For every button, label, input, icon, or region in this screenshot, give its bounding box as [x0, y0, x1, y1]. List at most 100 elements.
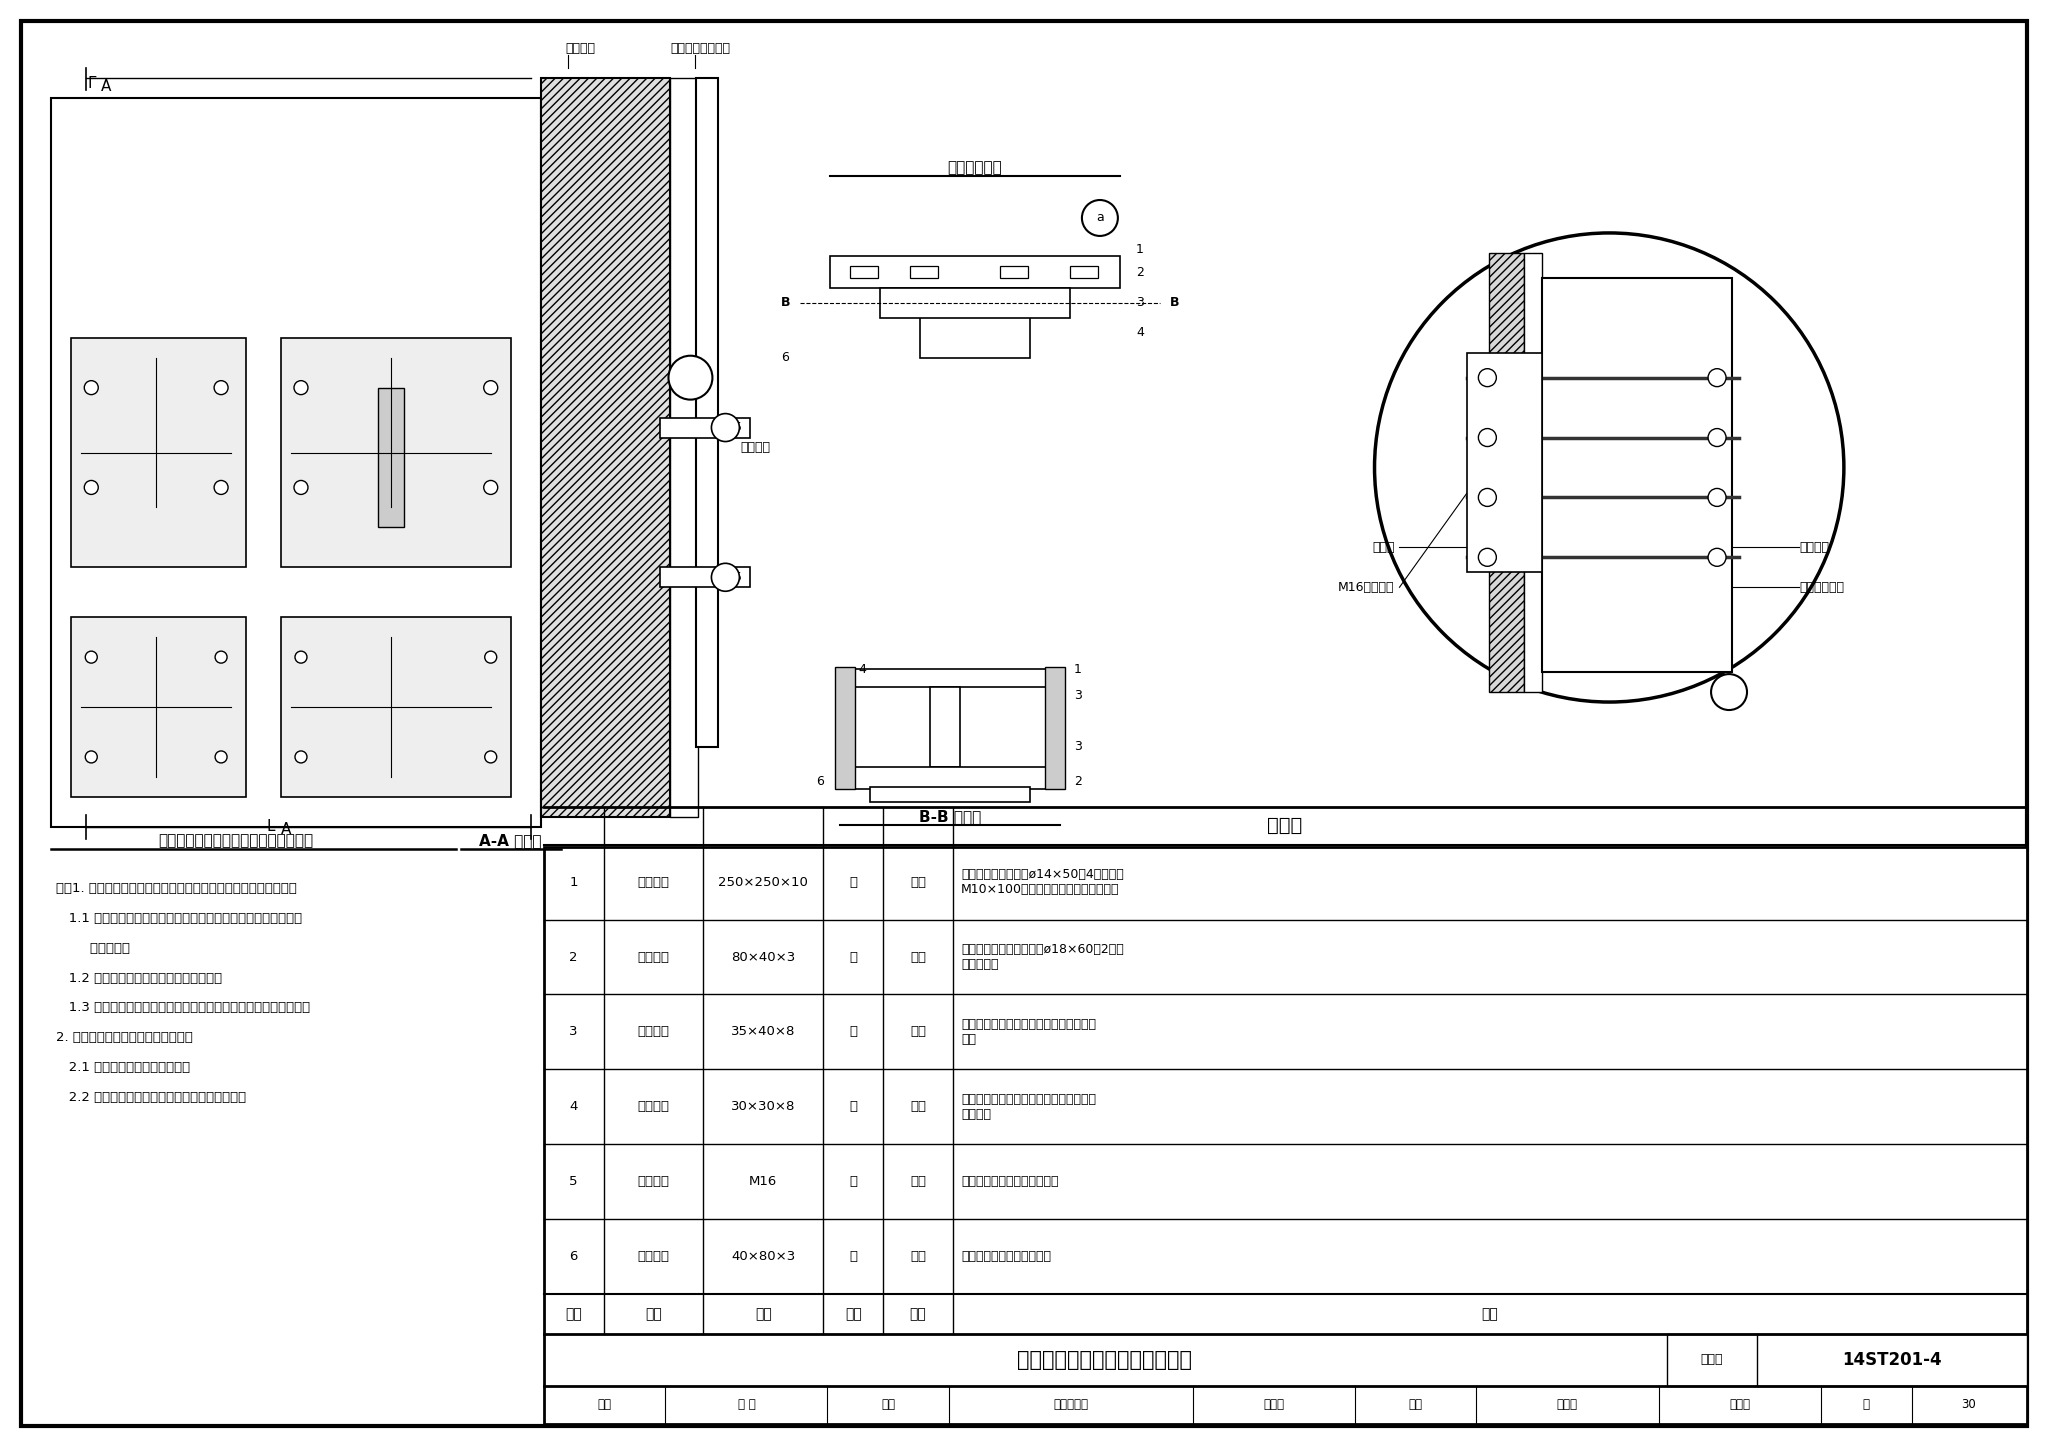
Text: 设计要求。: 设计要求。: [55, 942, 131, 955]
Text: 镀锌钢板: 镀锌钢板: [637, 1100, 670, 1113]
Text: 导向牌体: 导向牌体: [741, 441, 770, 454]
Circle shape: [668, 356, 713, 399]
Text: 名称: 名称: [645, 1307, 662, 1321]
Circle shape: [1479, 428, 1497, 447]
Circle shape: [711, 563, 739, 592]
Text: 结构墙板: 结构墙板: [565, 42, 596, 55]
Bar: [662, 418, 750, 437]
Text: 4: 4: [858, 663, 866, 676]
Text: 1.2 焊缝表面不得有裂纹、焊瘤等缺陷。: 1.2 焊缝表面不得有裂纹、焊瘤等缺陷。: [55, 971, 223, 984]
Bar: [541, 78, 670, 816]
Text: 备注: 备注: [1481, 1307, 1499, 1321]
Text: 3: 3: [1073, 689, 1081, 702]
Text: 校对蔡晓雷: 校对蔡晓雷: [1053, 1398, 1087, 1411]
Text: a: a: [1724, 686, 1733, 699]
Text: 35×40×8: 35×40×8: [731, 1026, 795, 1039]
Text: 预埋件: 预埋件: [1372, 541, 1395, 554]
Text: 2.1 牌体版面应符合设计要求。: 2.1 牌体版面应符合设计要求。: [55, 1061, 190, 1074]
Bar: [999, 266, 1028, 278]
Bar: [1468, 353, 1542, 573]
Bar: [840, 669, 1061, 687]
Text: a: a: [686, 372, 694, 383]
Circle shape: [295, 651, 307, 663]
Circle shape: [84, 381, 98, 395]
Text: 设计: 设计: [1409, 1398, 1423, 1411]
Text: 按需: 按需: [909, 1100, 926, 1113]
Text: 垂直镀锌方钢开长圆孔（ø18×60）2个，
与钢板焊接: 垂直镀锌方钢开长圆孔（ø18×60）2个， 与钢板焊接: [961, 943, 1124, 971]
Circle shape: [295, 480, 307, 495]
Text: 于 鑫: 于 鑫: [737, 1398, 756, 1411]
Text: B: B: [1169, 297, 1180, 310]
Text: B-B 剖面图: B-B 剖面图: [920, 809, 981, 825]
Text: 墙面装饰完成面层: 墙面装饰完成面层: [670, 42, 731, 55]
Text: 根: 根: [850, 1175, 858, 1188]
Text: 规格: 规格: [756, 1307, 772, 1321]
Bar: [662, 567, 750, 587]
Text: 1.3 站台层靠近轨道的预埋件支架安装应满足区间设备限界要求。: 1.3 站台层靠近轨道的预埋件支架安装应满足区间设备限界要求。: [55, 1001, 311, 1014]
Text: 2: 2: [1073, 776, 1081, 789]
Text: B: B: [780, 297, 791, 310]
Text: 墙挂式非电光源导向牌预埋件正立面图: 墙挂式非电光源导向牌预埋件正立面图: [158, 833, 313, 848]
Text: Γ: Γ: [86, 75, 96, 91]
Circle shape: [215, 480, 227, 495]
Text: 3: 3: [1073, 741, 1081, 754]
Text: a: a: [1096, 211, 1104, 224]
Text: 6: 6: [569, 1250, 578, 1263]
Circle shape: [1708, 548, 1726, 566]
Text: 2: 2: [569, 951, 578, 964]
Text: 1: 1: [1073, 663, 1081, 676]
Circle shape: [1708, 369, 1726, 386]
Text: 块: 块: [850, 875, 858, 888]
Text: 墙挂式非电光源导向牌体安装图: 墙挂式非电光源导向牌体安装图: [1018, 1350, 1192, 1370]
Circle shape: [1708, 489, 1726, 506]
Circle shape: [215, 751, 227, 763]
Text: 每个钢板开长圆孔（ø14×50）4个，使用
M10×100金属膨胀螺栓与结构可靠连接: 每个钢板开长圆孔（ø14×50）4个，使用 M10×100金属膨胀螺栓与结构可靠…: [961, 868, 1124, 896]
Text: 6: 6: [782, 352, 788, 365]
Bar: [1542, 278, 1733, 671]
Bar: [836, 667, 856, 789]
Text: 3: 3: [1137, 297, 1143, 310]
Text: 2: 2: [1137, 266, 1143, 279]
Text: 垂直镀锌方钢端口封堵使用: 垂直镀锌方钢端口封堵使用: [961, 1250, 1051, 1263]
Text: 页: 页: [1862, 1398, 1870, 1411]
Text: 垂直镀锌方钢与水平镀锌方钢焊接处设置
加强钢板: 垂直镀锌方钢与水平镀锌方钢焊接处设置 加强钢板: [961, 1092, 1096, 1121]
Text: 按需: 按需: [909, 875, 926, 888]
Text: 5: 5: [569, 1175, 578, 1188]
Text: 镀锌钢板: 镀锌钢板: [637, 875, 670, 888]
Text: L: L: [266, 819, 274, 835]
Circle shape: [1479, 489, 1497, 506]
Bar: [1524, 253, 1542, 692]
Text: 250×250×10: 250×250×10: [719, 875, 809, 888]
Circle shape: [215, 651, 227, 663]
Circle shape: [295, 751, 307, 763]
Bar: [1069, 266, 1098, 278]
Text: M16镀锌螺栓: M16镀锌螺栓: [1337, 580, 1395, 593]
Text: A: A: [281, 822, 291, 838]
Text: A: A: [100, 78, 111, 94]
Bar: [670, 78, 698, 816]
Text: 按需: 按需: [909, 1175, 926, 1188]
Text: 导向牌体: 导向牌体: [1798, 541, 1829, 554]
Text: A-A 剖面图: A-A 剖面图: [479, 833, 543, 848]
Text: 按需: 按需: [909, 951, 926, 964]
Bar: [850, 266, 879, 278]
Text: M16: M16: [750, 1175, 778, 1188]
Text: 按需: 按需: [909, 1250, 926, 1263]
Circle shape: [1479, 369, 1497, 386]
Circle shape: [711, 414, 739, 441]
Text: 按需: 按需: [909, 1026, 926, 1039]
Bar: [920, 288, 1030, 357]
Bar: [379, 388, 403, 527]
Text: 数量: 数量: [909, 1307, 926, 1321]
Text: 6: 6: [817, 776, 823, 789]
Circle shape: [483, 381, 498, 395]
Circle shape: [485, 751, 498, 763]
Circle shape: [483, 480, 498, 495]
Text: 导向牌体与预埋件连接用螺栓: 导向牌体与预埋件连接用螺栓: [961, 1175, 1059, 1188]
Bar: [51, 98, 541, 826]
Bar: [1044, 667, 1065, 789]
Circle shape: [86, 751, 96, 763]
Text: 注：1. 墙挂式非电光源导向牌预埋件安装的质量应符合下列规定：: 注：1. 墙挂式非电光源导向牌预埋件安装的质量应符合下列规定：: [55, 881, 297, 894]
Text: 5: 5: [735, 570, 741, 583]
Bar: [840, 767, 1061, 789]
